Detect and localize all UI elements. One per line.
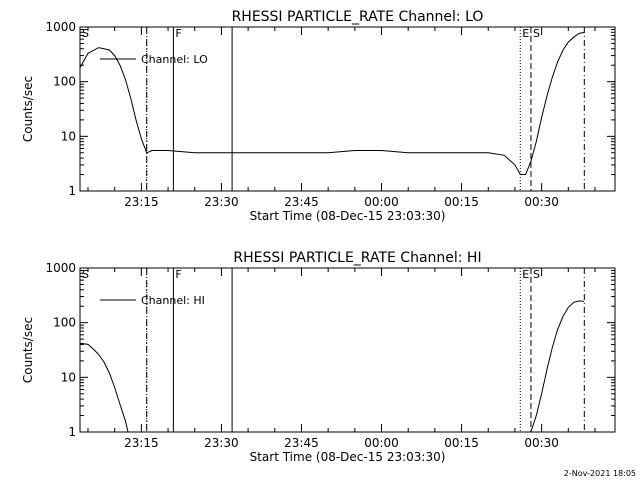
plot-frame: [80, 268, 615, 432]
vertical-marker-label: F: [175, 27, 181, 40]
x-tick-label: 00:00: [364, 436, 399, 450]
chart-panel-1: RHESSI PARTICLE_RATE Channel: LO Counts/s…: [21, 9, 615, 223]
x-tick-label: 00:00: [364, 195, 399, 209]
y-tick-label: 1000: [45, 20, 76, 34]
legend-label: Channel: LO: [141, 53, 208, 66]
x-axis-label: Start Time (08-Dec-15 23:03:30): [250, 450, 446, 464]
x-tick-label: 23:15: [124, 195, 159, 209]
y-tick-label: 100: [53, 316, 76, 330]
vertical-marker-label: S: [533, 268, 540, 281]
x-tick-label: 00:15: [444, 436, 479, 450]
y-tick-label: 10: [61, 129, 76, 143]
series-line: [80, 301, 584, 432]
y-tick-label: 100: [53, 75, 76, 89]
vertical-marker-label: E: [522, 27, 529, 40]
x-tick-label: 23:45: [284, 436, 319, 450]
x-axis-label: Start Time (08-Dec-15 23:03:30): [250, 209, 446, 223]
y-axis-label: Counts/sec: [21, 76, 35, 142]
vertical-marker-label: S: [82, 27, 89, 40]
vertical-marker-label: F: [175, 268, 181, 281]
x-tick-label: 23:45: [284, 195, 319, 209]
chart-title: RHESSI PARTICLE_RATE Channel: LO: [232, 9, 484, 25]
vertical-marker-label: S: [533, 27, 540, 40]
vertical-marker-label: S: [82, 268, 89, 281]
vertical-marker-label: E: [522, 268, 529, 281]
x-tick-label: 23:30: [204, 195, 239, 209]
x-tick-label: 23:15: [124, 436, 159, 450]
x-tick-label: 23:30: [204, 436, 239, 450]
legend-label: Channel: HI: [141, 294, 205, 307]
x-tick-label: 00:30: [524, 195, 559, 209]
y-axis-label: Counts/sec: [21, 317, 35, 383]
plot-frame: [80, 27, 615, 191]
y-tick-label: 1: [68, 184, 76, 198]
chart-panel-2: RHESSI PARTICLE_RATE Channel: HI Counts/s…: [21, 250, 615, 464]
y-tick-label: 1000: [45, 261, 76, 275]
x-tick-label: 00:30: [524, 436, 559, 450]
y-tick-label: 10: [61, 370, 76, 384]
y-tick-label: 1: [68, 425, 76, 439]
x-tick-label: 00:15: [444, 195, 479, 209]
chart-title: RHESSI PARTICLE_RATE Channel: HI: [233, 250, 481, 266]
footer-timestamp: 2-Nov-2021 18:05: [564, 469, 636, 478]
